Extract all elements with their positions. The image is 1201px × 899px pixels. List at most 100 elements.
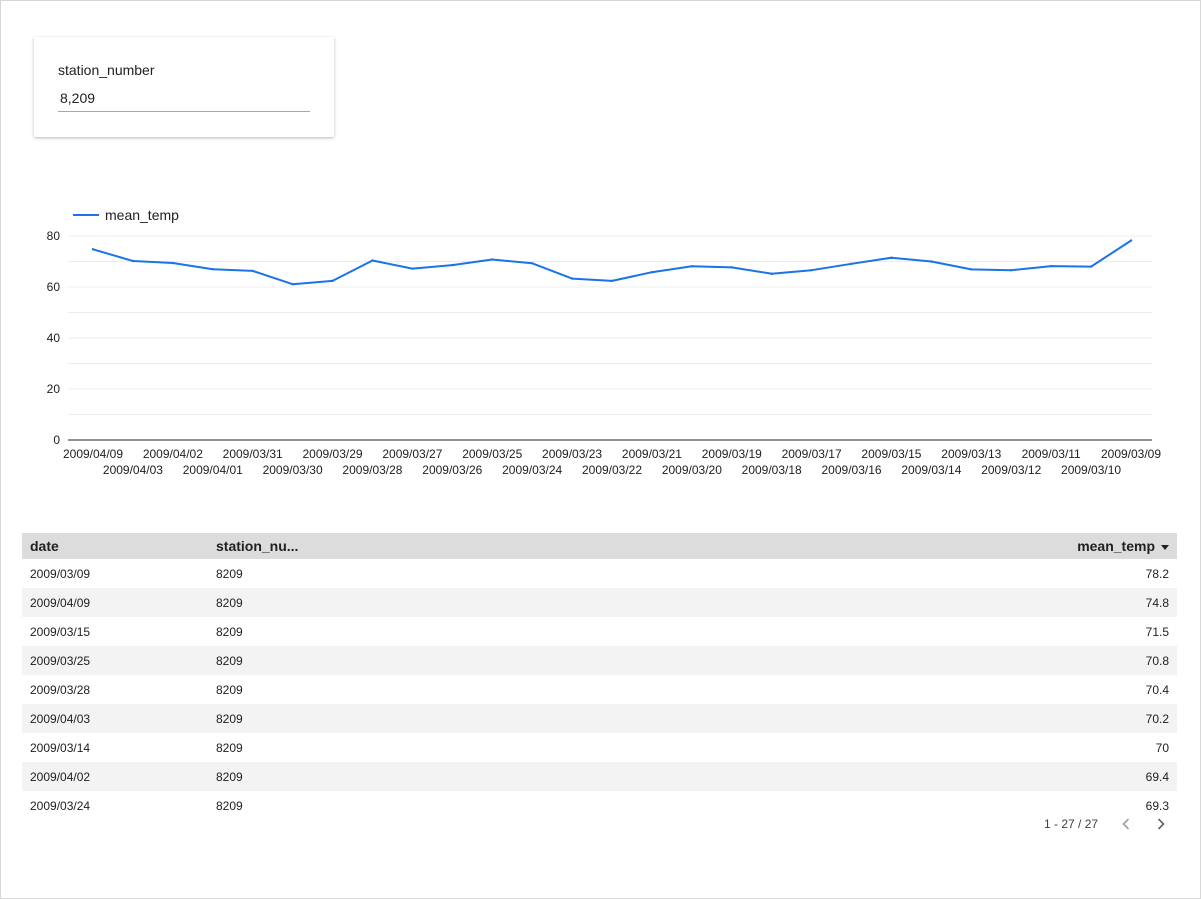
- x-tick-label: 2009/03/17: [782, 447, 842, 461]
- cell-station-number: 8209: [216, 596, 243, 610]
- header-mean-temp[interactable]: mean_temp: [1077, 538, 1169, 554]
- cell-mean-temp: 70.2: [1145, 712, 1169, 726]
- filter-value[interactable]: 8,209: [60, 90, 96, 106]
- x-tick-label: 2009/03/10: [1061, 463, 1121, 477]
- table-row[interactable]: 2009/03/15 8209 71.5: [22, 617, 1177, 646]
- x-tick-label: 2009/03/15: [861, 447, 921, 461]
- data-point: [91, 248, 95, 251]
- data-point: [451, 263, 454, 267]
- x-tick-label: 2009/04/01: [183, 463, 243, 477]
- x-tick-label: 2009/03/14: [901, 463, 961, 477]
- x-tick-label: 2009/03/29: [303, 447, 363, 461]
- table-row[interactable]: 2009/03/14 8209 70: [22, 733, 1177, 762]
- data-point: [1129, 239, 1133, 242]
- data-point: [251, 269, 254, 273]
- data-point: [930, 260, 933, 263]
- cell-date: 2009/03/24: [30, 799, 91, 813]
- x-tick-label: 2009/03/26: [422, 463, 482, 477]
- cell-date: 2009/03/14: [30, 741, 91, 755]
- cell-station-number: 8209: [216, 625, 243, 639]
- table-row[interactable]: 2009/04/02 8209 69.4: [22, 762, 1177, 791]
- data-point: [331, 279, 334, 283]
- data-point: [770, 272, 773, 275]
- filter-label: station_number: [58, 62, 155, 78]
- station-number-filter[interactable]: station_number 8,209: [34, 37, 334, 137]
- table-row[interactable]: 2009/03/24 8209 69.3: [22, 791, 1177, 820]
- x-tick-label: 2009/03/21: [622, 447, 682, 461]
- x-tick-label: 2009/03/25: [462, 447, 522, 461]
- x-tick-label: 2009/03/11: [1022, 447, 1081, 461]
- data-point: [411, 267, 414, 270]
- cell-mean-temp: 78.2: [1145, 567, 1169, 581]
- cell-station-number: 8209: [216, 741, 243, 755]
- x-tick-label: 2009/03/24: [502, 463, 562, 477]
- cell-station-number: 8209: [216, 654, 243, 668]
- next-page-button[interactable]: [1151, 814, 1171, 834]
- data-table: date station_nu... mean_temp 2009/03/09 8…: [22, 533, 1177, 820]
- chevron-right-icon: [1157, 818, 1165, 830]
- data-point: [970, 268, 973, 271]
- x-tick-label: 2009/03/12: [981, 463, 1041, 477]
- y-tick-label: 60: [47, 280, 61, 294]
- cell-date: 2009/03/15: [30, 625, 91, 639]
- data-point: [171, 261, 175, 265]
- cell-station-number: 8209: [216, 799, 243, 813]
- cell-mean-temp: 70.4: [1145, 683, 1169, 697]
- y-tick-label: 20: [47, 382, 61, 396]
- cell-date: 2009/04/03: [30, 712, 91, 726]
- sort-desc-icon: [1161, 544, 1169, 550]
- cell-mean-temp: 70.8: [1145, 654, 1169, 668]
- table-row[interactable]: 2009/04/09 8209 74.8: [22, 588, 1177, 617]
- data-point: [650, 271, 654, 274]
- x-tick-label: 2009/03/28: [342, 463, 402, 477]
- cell-date: 2009/04/02: [30, 770, 91, 784]
- x-tick-label: 2009/03/22: [582, 463, 642, 477]
- table-body: 2009/03/09 8209 78.2 2009/04/09 8209 74.8 2009…: [22, 559, 1177, 820]
- cell-date: 2009/03/09: [30, 567, 91, 581]
- legend-label: mean_temp: [105, 207, 179, 223]
- table-header: date station_nu... mean_temp: [22, 533, 1177, 559]
- data-point: [530, 262, 534, 265]
- cell-date: 2009/04/09: [30, 596, 91, 610]
- data-point: [730, 266, 733, 269]
- header-station-number[interactable]: station_nu...: [216, 538, 299, 554]
- prev-page-button[interactable]: [1116, 814, 1136, 834]
- x-tick-label: 2009/03/19: [702, 447, 762, 461]
- x-tick-label: 2009/03/30: [263, 463, 323, 477]
- y-tick-label: 80: [47, 229, 61, 243]
- cell-date: 2009/03/25: [30, 654, 91, 668]
- x-tick-label: 2009/03/13: [941, 447, 1001, 461]
- table-row[interactable]: 2009/03/25 8209 70.8: [22, 646, 1177, 675]
- x-tick-label: 2009/03/23: [542, 447, 602, 461]
- data-point: [371, 259, 374, 262]
- table-row[interactable]: 2009/03/09 8209 78.2: [22, 559, 1177, 588]
- data-point: [1010, 268, 1013, 272]
- data-point: [131, 259, 135, 263]
- cell-mean-temp: 69.3: [1145, 799, 1169, 813]
- x-tick-label: 2009/04/03: [103, 463, 163, 477]
- x-tick-label: 2009/03/16: [822, 463, 882, 477]
- cell-station-number: 8209: [216, 770, 243, 784]
- filter-underline: [58, 111, 310, 112]
- data-point: [491, 258, 494, 261]
- x-tick-label: 2009/04/09: [63, 447, 123, 461]
- data-point: [1089, 265, 1093, 268]
- cell-station-number: 8209: [216, 683, 243, 697]
- x-tick-label: 2009/03/20: [662, 463, 722, 477]
- data-point: [610, 279, 614, 283]
- table-row[interactable]: 2009/04/03 8209 70.2: [22, 704, 1177, 733]
- y-tick-label: 0: [53, 433, 60, 447]
- x-tick-label: 2009/04/02: [143, 447, 203, 461]
- data-point: [850, 262, 853, 265]
- chevron-left-icon: [1122, 818, 1130, 830]
- series-line-mean_temp: [92, 239, 1132, 286]
- data-point: [291, 282, 294, 286]
- data-point: [570, 277, 574, 280]
- header-date[interactable]: date: [30, 538, 59, 554]
- header-mean-temp-label: mean_temp: [1077, 538, 1155, 554]
- table-row[interactable]: 2009/03/28 8209 70.4: [22, 675, 1177, 704]
- data-point: [890, 256, 893, 259]
- x-tick-label: 2009/03/31: [223, 447, 283, 461]
- data-point: [1049, 264, 1053, 268]
- cell-station-number: 8209: [216, 567, 243, 581]
